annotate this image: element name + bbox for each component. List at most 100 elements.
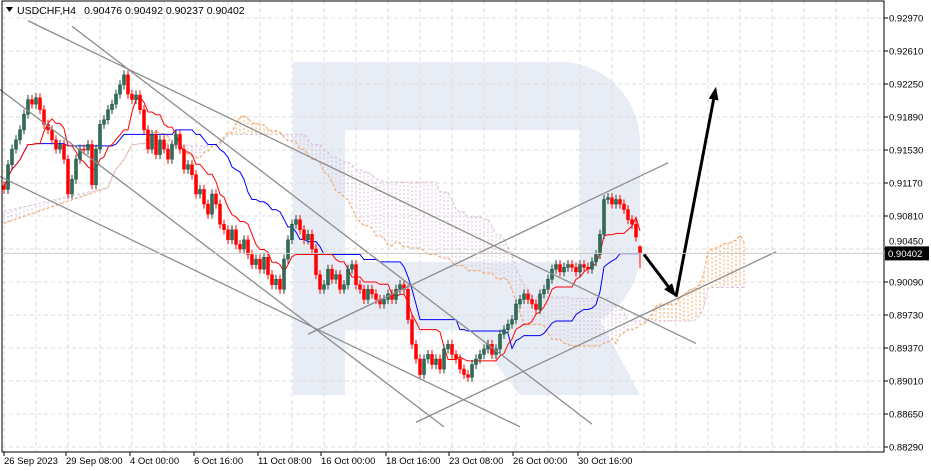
candle-bear [190, 164, 194, 176]
candle-bear [318, 274, 322, 290]
candle-bull [294, 219, 298, 225]
candle-bull [198, 189, 202, 195]
forecast-arrow-line [674, 99, 716, 297]
candle-bear [226, 229, 230, 241]
candle-bull [522, 293, 526, 300]
y-tick-label: 0.88650 [889, 410, 923, 421]
candle-bull [382, 299, 386, 305]
candle-bear [146, 129, 150, 150]
x-tick-label: 26 Oct 00:00 [513, 456, 567, 467]
y-tick-label: 0.90810 [889, 212, 923, 223]
candle-bull [470, 364, 474, 378]
candle-bear [458, 358, 462, 370]
candle-bull [22, 114, 26, 131]
candle-bull [98, 124, 102, 150]
y-tick-label: 0.92250 [889, 80, 923, 91]
candle-bull [422, 358, 426, 375]
plot-border [1, 0, 885, 453]
y-tick-label: 0.92970 [889, 14, 923, 25]
candle-bull [114, 93, 118, 105]
trendline [415, 251, 777, 423]
candle-bull [590, 261, 594, 270]
trendlines[interactable] [0, 20, 777, 428]
dropdown-triangle-icon[interactable] [6, 7, 13, 12]
candle-bull [274, 279, 278, 285]
candle-bear [626, 209, 630, 220]
candle-bull [150, 134, 154, 150]
candle-bear [454, 354, 458, 360]
candle-bull [482, 348, 486, 355]
candle-bear [214, 193, 218, 205]
candle-bear [526, 293, 530, 300]
candle-bear [610, 197, 614, 205]
candle-bear [430, 354, 434, 365]
candle-bear [266, 257, 270, 275]
candle-bull [286, 239, 290, 260]
candle-bear [38, 97, 42, 110]
candle-bear [202, 189, 206, 205]
candle-bear [182, 148, 186, 170]
x-tick-label: 30 Oct 16:00 [578, 456, 632, 467]
candle-bull [446, 344, 450, 350]
candle-bear [50, 129, 54, 141]
candle-bull [546, 279, 550, 290]
trendline [307, 162, 669, 335]
candle-bear [406, 289, 410, 320]
candle-bear [166, 148, 170, 160]
x-tick-label: 29 Sep 08:00 [66, 456, 123, 467]
candle-bull [394, 289, 398, 300]
candle-bear [298, 219, 302, 231]
candle-bull [10, 148, 14, 165]
candle-bear [2, 185, 6, 190]
candle-bear [338, 274, 342, 290]
candle-bull [498, 334, 502, 350]
x-tick-label: 18 Oct 16:00 [386, 456, 440, 467]
y-tick-label: 0.89730 [889, 311, 923, 322]
candle-bear [438, 358, 442, 370]
symbol-label: USDCHF,H4 [17, 5, 76, 17]
candle-bear [370, 289, 374, 295]
candle-bull [562, 267, 566, 273]
trendline [27, 20, 697, 345]
candle-bear [270, 274, 274, 285]
candle-bull [74, 158, 78, 180]
candle-bull [106, 109, 110, 120]
candle-bear [466, 374, 470, 378]
candle-bear [630, 219, 634, 225]
candle-bull [350, 264, 354, 270]
y-tick-label: 0.91170 [889, 179, 923, 190]
candle-bull [510, 319, 514, 325]
grid [2, 1, 884, 452]
x-tick-label: 4 Oct 00:00 [130, 456, 179, 467]
candle-bear [42, 109, 46, 125]
candle-bull [442, 348, 446, 370]
candle-bull [306, 234, 310, 241]
candle-bear [402, 284, 406, 290]
x-tick-label: 16 Oct 00:00 [321, 456, 375, 467]
candle-bear [154, 134, 158, 155]
candle-bear [234, 229, 238, 245]
candle-bull [26, 99, 30, 115]
candle-bull [594, 254, 598, 263]
candle-bear [222, 224, 226, 230]
x-tick-label: 26 Sep 2023 [4, 456, 58, 467]
candle-bear [358, 284, 362, 290]
candle-bear [90, 144, 94, 186]
x-tick-label: 23 Oct 08:00 [449, 456, 503, 467]
forecast-arrow-line [642, 253, 670, 288]
candle-bear [246, 239, 250, 255]
arrow-head-icon [708, 86, 719, 101]
candle-bear [82, 148, 86, 151]
candle-bear [194, 174, 198, 195]
forecast-arrows[interactable] [642, 86, 719, 297]
candle-bull [326, 268, 330, 285]
x-tick-label: 11 Oct 08:00 [258, 456, 312, 467]
candle-bear [462, 368, 466, 375]
candle-bull [322, 284, 326, 290]
candle-bull [426, 354, 430, 360]
tenkan-sen-line [3, 96, 641, 362]
candle-bull [602, 199, 606, 235]
candle-bear [218, 203, 222, 225]
trendline [71, 25, 593, 425]
